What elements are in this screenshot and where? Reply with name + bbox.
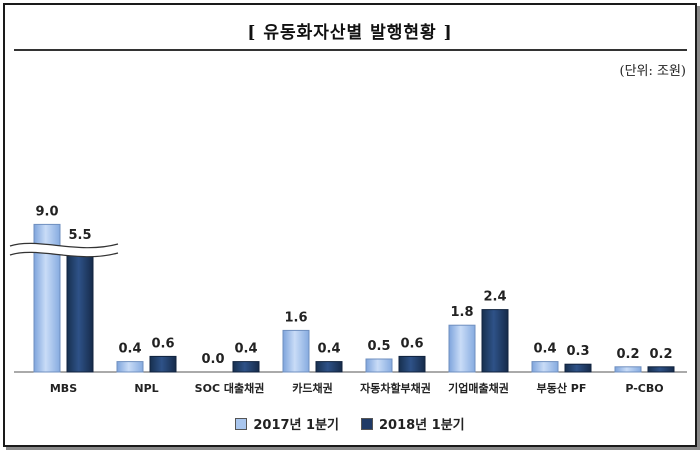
bar-2018-7 bbox=[647, 366, 675, 373]
category-label-7: P-CBO bbox=[625, 382, 663, 395]
unit-label: (단위: 조원) bbox=[619, 64, 687, 79]
bar-2018-2 bbox=[232, 361, 260, 373]
bar-2017-6 bbox=[531, 361, 559, 373]
bar-2018-3 bbox=[315, 361, 343, 373]
bar-2017-7 bbox=[614, 366, 642, 373]
value-label-2017-6: 0.4 bbox=[533, 342, 556, 357]
value-label-2018-0: 5.5 bbox=[68, 228, 91, 243]
category-label-0: MBS bbox=[50, 382, 77, 395]
value-label-2017-5: 1.8 bbox=[450, 305, 473, 320]
value-label-2018-1: 0.6 bbox=[151, 336, 174, 351]
bar-2018-6 bbox=[564, 363, 592, 373]
bar-2018-0 bbox=[66, 247, 94, 373]
bar-2018-5 bbox=[481, 309, 509, 373]
value-label-2017-3: 1.6 bbox=[284, 310, 307, 325]
value-label-2018-6: 0.3 bbox=[566, 344, 589, 359]
category-label-1: NPL bbox=[134, 382, 158, 395]
category-label-4: 자동차할부채권 bbox=[360, 381, 431, 395]
value-label-2018-7: 0.2 bbox=[649, 347, 672, 362]
value-label-2017-2: 0.0 bbox=[201, 352, 224, 367]
value-label-2018-4: 0.6 bbox=[400, 336, 423, 351]
category-label-2: SOC 대출채권 bbox=[195, 381, 265, 395]
bar-2017-1 bbox=[116, 361, 144, 373]
bar-2017-4 bbox=[365, 358, 393, 373]
value-label-2018-2: 0.4 bbox=[234, 342, 257, 357]
legend-label-2018: 2018년 1분기 bbox=[379, 418, 465, 433]
legend-label-2017: 2017년 1분기 bbox=[253, 418, 339, 433]
axis-break-band bbox=[10, 243, 118, 257]
category-label-5: 기업매출채권 bbox=[448, 381, 509, 395]
chart-frame bbox=[3, 3, 697, 447]
value-label-2017-7: 0.2 bbox=[616, 347, 639, 362]
bar-2018-1 bbox=[149, 355, 177, 373]
bar-2017-3 bbox=[282, 329, 310, 373]
value-label-2017-4: 0.5 bbox=[367, 339, 390, 354]
chart-title: [ 유동화자산별 발행현황 ] bbox=[247, 23, 453, 43]
chart-legend: 2017년 1분기 2018년 1분기 bbox=[0, 414, 700, 433]
category-label-3: 카드채권 bbox=[292, 381, 332, 395]
bar-2017-5 bbox=[448, 324, 476, 373]
legend-item-2018: 2018년 1분기 bbox=[361, 414, 465, 433]
axis-break-line-bottom bbox=[9, 251, 119, 258]
axis-break-line-top bbox=[9, 242, 119, 249]
title-divider bbox=[14, 49, 687, 51]
bar-2018-4 bbox=[398, 355, 426, 373]
legend-item-2017: 2017년 1분기 bbox=[235, 414, 339, 433]
legend-swatch-2018 bbox=[361, 417, 373, 430]
legend-swatch-2017 bbox=[235, 417, 248, 430]
value-label-2017-0: 9.0 bbox=[35, 204, 58, 219]
category-label-6: 부동산 PF bbox=[537, 381, 587, 395]
value-label-2018-3: 0.4 bbox=[317, 342, 340, 357]
value-label-2017-1: 0.4 bbox=[118, 342, 141, 357]
value-label-2018-5: 2.4 bbox=[483, 290, 506, 305]
